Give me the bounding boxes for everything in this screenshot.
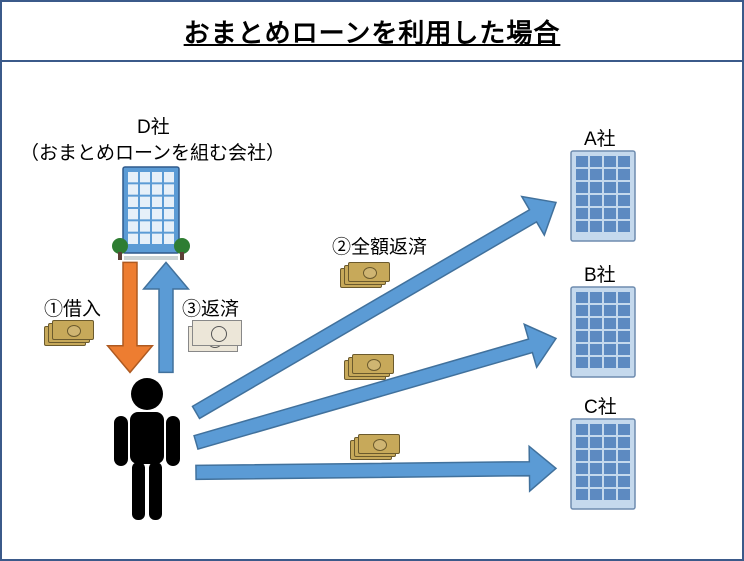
banknote-icon [188, 320, 242, 352]
money-icon-1 [44, 320, 92, 346]
label-step3: ③返済 [182, 294, 239, 321]
building-a-icon [568, 148, 638, 244]
money-icon-2 [340, 262, 388, 288]
building-b-icon [568, 284, 638, 380]
person-icon [108, 374, 186, 529]
building-c-icon [568, 416, 638, 512]
label-company_b: B社 [584, 260, 616, 287]
label-company-d-sub: （おまとめローンを組む会社） [20, 138, 285, 165]
title-bar: おまとめローンを利用した場合 [2, 2, 742, 62]
label-company_d: D社 [137, 112, 170, 139]
label-step1: ①借入 [44, 294, 101, 321]
money-icon-3 [344, 354, 392, 380]
label-company_a: A社 [584, 124, 616, 151]
diagram-canvas: D社（おまとめローンを組む会社） A社 B社 C社 ①借入 ②全額返済 ③返済 [2, 62, 742, 559]
arrow-repay-up [144, 262, 189, 372]
page-title: おまとめローンを利用した場合 [184, 13, 561, 50]
label-company_c: C社 [584, 392, 617, 419]
diagram-frame: おまとめローンを利用した場合 D社（おまとめローンを組む会社） A社 B社 C社 ①借入… [0, 0, 744, 561]
label-step2: ②全額返済 [332, 232, 427, 259]
money-icon-4 [350, 434, 398, 460]
